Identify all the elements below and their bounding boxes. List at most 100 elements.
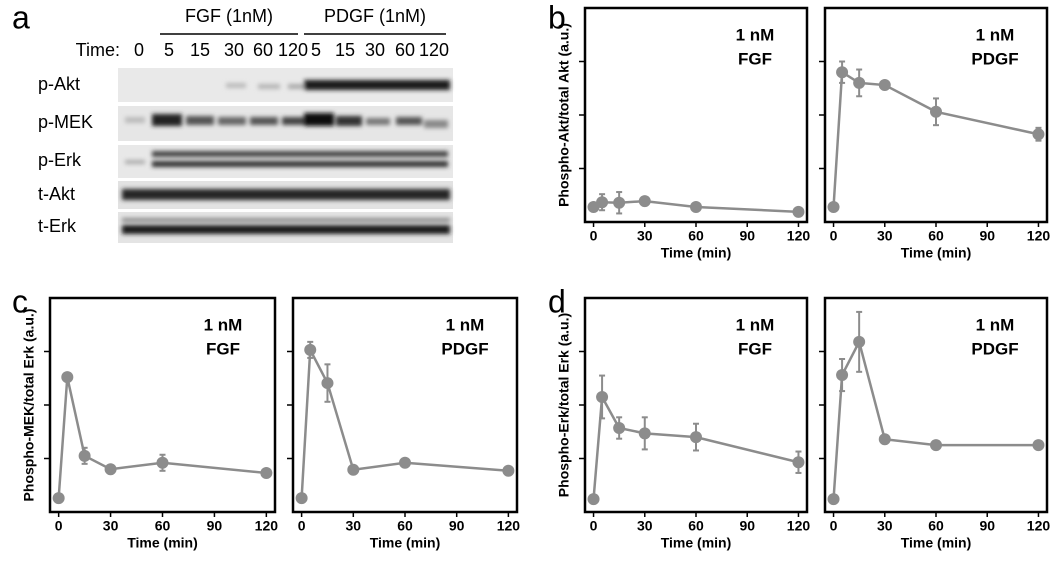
time-point: 120 — [419, 40, 449, 60]
annotation: PDGF — [971, 339, 1018, 358]
annotation: PDGF — [971, 49, 1018, 68]
plot-frame — [823, 296, 1049, 514]
data-point — [930, 105, 942, 118]
row-label: t-Akt — [38, 184, 75, 204]
annotation: 1 nM — [976, 315, 1015, 334]
data-point — [1032, 128, 1045, 141]
row-label: p-Akt — [38, 74, 80, 94]
annotation: 1 nM — [446, 315, 485, 334]
x-tick-label: 60 — [688, 518, 704, 534]
x-tick-label: 120 — [1027, 518, 1050, 534]
data-line — [300, 345, 509, 499]
x-tick-label: 120 — [787, 228, 811, 244]
data-point — [502, 464, 515, 477]
x-tick-label: 90 — [739, 228, 755, 244]
x-axis-label: Time (min) — [901, 535, 972, 551]
time-point: 5 — [311, 40, 321, 60]
x-tick-label: 120 — [255, 518, 279, 534]
x-tick-label: 0 — [298, 518, 306, 534]
y-axis-label: Phospho-Erk/total Erk (a.u.) — [556, 313, 572, 497]
time-point: 30 — [365, 40, 385, 60]
blot-bands — [122, 80, 450, 234]
plot-frame — [291, 296, 519, 514]
data-point — [321, 377, 334, 390]
data-point — [690, 201, 702, 214]
row-label: t-Erk — [38, 216, 77, 236]
data-point — [613, 196, 626, 209]
panel-letter: a — [12, 0, 30, 35]
time-point: 60 — [395, 40, 415, 60]
data-point — [878, 79, 891, 92]
data-point — [260, 466, 273, 479]
data-point — [638, 195, 651, 208]
annotation: 1 nM — [976, 25, 1015, 44]
x-tick-label: 30 — [637, 518, 653, 534]
data-point — [399, 456, 411, 469]
time-point: 30 — [224, 40, 244, 60]
data-point — [596, 390, 609, 403]
x-tick-label: 60 — [397, 518, 413, 534]
plot-frame — [583, 296, 809, 514]
data-line — [832, 70, 1039, 208]
data-point — [596, 196, 609, 209]
group-label: FGF (1nM) — [185, 6, 273, 26]
x-axis-label: Time (min) — [661, 535, 732, 551]
data-point — [304, 343, 317, 356]
annotation: 1 nM — [204, 315, 243, 334]
x-tick-label: 60 — [688, 228, 704, 244]
row-label: p-Erk — [38, 150, 82, 170]
data-point — [930, 439, 942, 452]
panel-letter: d — [548, 283, 566, 319]
x-tick-label: 90 — [979, 228, 995, 244]
x-tick-label: 30 — [103, 518, 119, 534]
data-point — [792, 456, 805, 469]
panel-letter: c — [12, 283, 28, 319]
data-point — [347, 463, 360, 476]
data-point — [156, 456, 169, 469]
x-tick-label: 0 — [830, 228, 838, 244]
x-tick-label: 120 — [787, 518, 811, 534]
data-point — [638, 427, 651, 440]
annotation: 1 nM — [736, 315, 775, 334]
time-point: 60 — [253, 40, 273, 60]
data-point — [78, 449, 91, 462]
data-point — [587, 493, 600, 506]
x-tick-label: 30 — [637, 228, 653, 244]
x-axis-label: Time (min) — [127, 535, 198, 551]
group-label: PDGF (1nM) — [324, 6, 426, 26]
x-tick-label: 0 — [830, 518, 838, 534]
time-point: 15 — [190, 40, 210, 60]
x-tick-label: 120 — [497, 518, 521, 534]
data-point — [827, 493, 840, 506]
plot-frame — [823, 6, 1049, 224]
data-point — [878, 433, 891, 446]
data-point — [853, 76, 866, 89]
time-point: 120 — [278, 40, 308, 60]
x-tick-label: 60 — [155, 518, 171, 534]
x-tick-label: 0 — [55, 518, 63, 534]
x-tick-label: 0 — [590, 518, 598, 534]
x-tick-label: 30 — [877, 518, 893, 534]
data-point — [52, 492, 65, 505]
data-point — [690, 431, 702, 444]
x-tick-label: 60 — [928, 228, 944, 244]
data-point — [853, 335, 866, 348]
x-axis-label: Time (min) — [370, 535, 441, 551]
data-point — [104, 463, 117, 476]
y-axis-label: Phospho-MEK/total Erk (a.u.) — [21, 309, 37, 502]
plot-frame — [48, 296, 277, 514]
data-point — [836, 369, 849, 382]
data-point — [1032, 439, 1045, 452]
x-tick-label: 90 — [449, 518, 465, 534]
x-tick-label: 120 — [1027, 228, 1050, 244]
time-label: Time: — [76, 40, 120, 60]
x-tick-label: 30 — [346, 518, 362, 534]
x-tick-label: 30 — [877, 228, 893, 244]
x-tick-label: 60 — [928, 518, 944, 534]
data-line — [592, 392, 799, 500]
annotation: PDGF — [441, 339, 488, 358]
x-axis-label: Time (min) — [661, 245, 732, 261]
annotation: FGF — [738, 49, 772, 68]
x-tick-label: 0 — [590, 228, 598, 244]
